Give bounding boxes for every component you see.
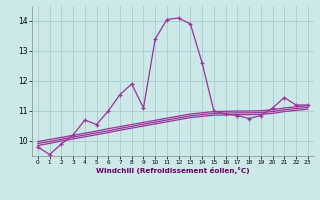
X-axis label: Windchill (Refroidissement éolien,°C): Windchill (Refroidissement éolien,°C) — [96, 167, 250, 174]
